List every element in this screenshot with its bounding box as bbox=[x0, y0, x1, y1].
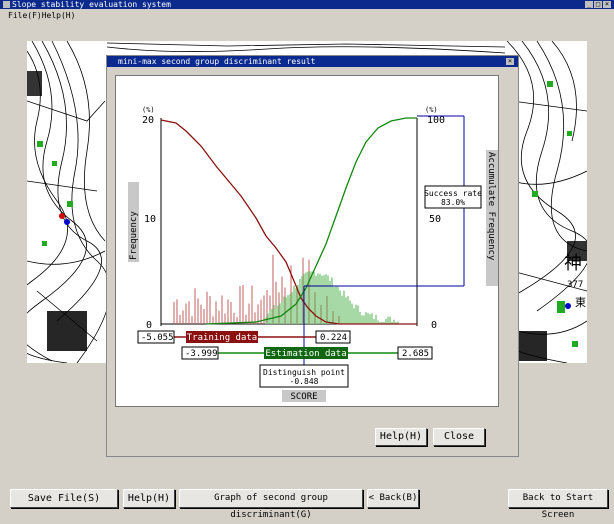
distinguish-value: -0.848 bbox=[290, 377, 319, 386]
help-button[interactable]: Help(H) bbox=[123, 489, 175, 508]
back-to-start-button[interactable]: Back to Start Screen bbox=[508, 489, 608, 520]
back-button[interactable]: < Back(B) bbox=[367, 489, 419, 508]
left-axis-title: Frequency bbox=[129, 211, 139, 260]
map-point-blue bbox=[64, 219, 70, 225]
save-file-button[interactable]: Save File(S) bbox=[10, 489, 118, 508]
right-tick-100: 100 bbox=[427, 115, 445, 126]
dialog-close-icon[interactable]: × bbox=[506, 57, 514, 65]
training-max: 0.224 bbox=[320, 333, 347, 343]
chart-area: (%) 20 10 0 (%) 100 50 0 Frequency Accum… bbox=[115, 75, 499, 407]
close-window-button[interactable]: × bbox=[603, 0, 611, 8]
success-rate-box bbox=[424, 185, 482, 209]
left-tick-10: 10 bbox=[144, 214, 156, 225]
chart-svg: (%) 20 10 0 (%) 100 50 0 Frequency Accum… bbox=[128, 106, 498, 402]
map-kanji-2: 東 bbox=[575, 296, 586, 309]
right-axis-unit: (%) bbox=[425, 106, 438, 114]
title-bar: Slope stability evaluation system _ □ × bbox=[0, 0, 614, 9]
app-icon bbox=[3, 1, 10, 8]
menu-file-help[interactable]: File(F)Help(H) bbox=[8, 11, 76, 20]
map-number: 377 bbox=[567, 280, 583, 290]
estimation-cumulative-line bbox=[205, 117, 417, 325]
training-label: Training data bbox=[187, 333, 257, 343]
right-axis-title: Accumulate Frequency bbox=[486, 152, 496, 261]
left-tick-0: 0 bbox=[146, 320, 152, 331]
maximize-button[interactable]: □ bbox=[594, 0, 602, 8]
menu-bar: File(F)Help(H) bbox=[0, 10, 614, 21]
left-tick-20: 20 bbox=[142, 115, 154, 126]
estimation-max: 2.685 bbox=[402, 349, 429, 359]
estimation-min: -3.999 bbox=[185, 349, 218, 359]
dialog-close-button[interactable]: Close bbox=[433, 428, 485, 446]
success-rate-value: 83.0% bbox=[441, 198, 465, 207]
dialog-title-bar: mini-max second group discriminant resul… bbox=[107, 56, 518, 67]
right-tick-0: 0 bbox=[431, 320, 437, 331]
map-point-red bbox=[59, 213, 65, 219]
dialog-title: mini-max second group discriminant resul… bbox=[118, 57, 316, 66]
estimation-label: Estimation data bbox=[265, 349, 346, 359]
minimize-button[interactable]: _ bbox=[585, 0, 593, 8]
training-cumulative-line bbox=[160, 119, 417, 325]
distinguish-label: Distinguish point bbox=[263, 368, 345, 377]
success-rate-label: Success rate bbox=[424, 189, 482, 198]
distinguish-box bbox=[259, 364, 349, 388]
map-kanji-1: 神 bbox=[564, 253, 582, 274]
window-title: Slope stability evaluation system bbox=[12, 0, 171, 9]
training-min: -5.055 bbox=[141, 333, 174, 343]
dialog-help-button[interactable]: Help(H) bbox=[375, 428, 427, 446]
left-axis-unit: (%) bbox=[142, 106, 155, 114]
right-tick-50: 50 bbox=[429, 214, 441, 225]
x-axis-title: SCORE bbox=[290, 392, 317, 402]
graph-discriminant-button[interactable]: Graph of second group discriminant(G) bbox=[179, 489, 363, 520]
result-dialog: mini-max second group discriminant resul… bbox=[106, 55, 519, 457]
